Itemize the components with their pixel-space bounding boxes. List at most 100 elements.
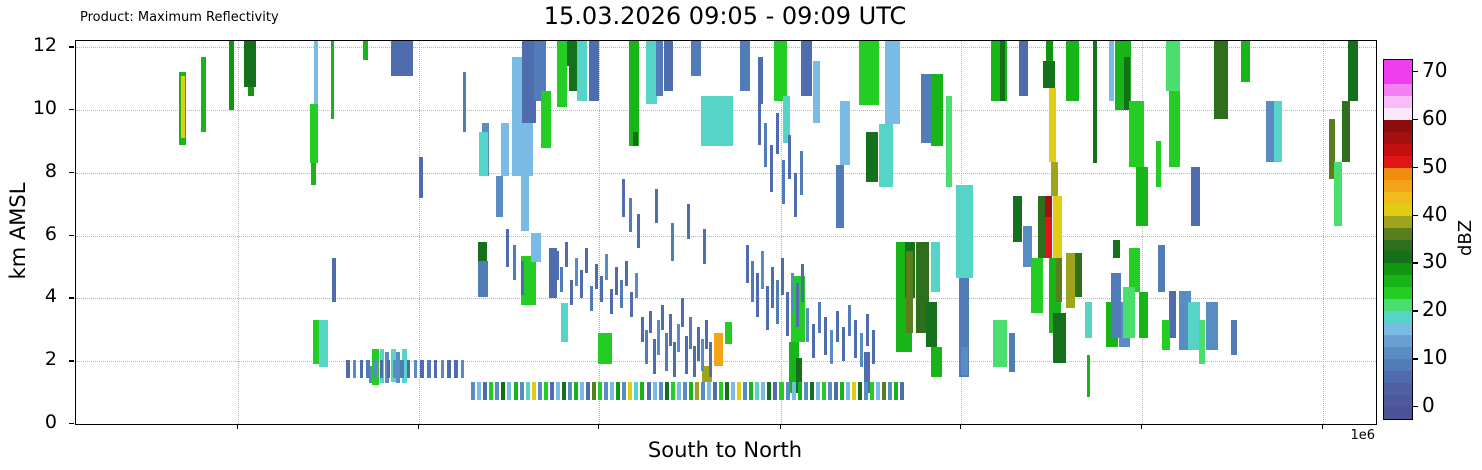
reflectivity-bar — [513, 381, 518, 400]
reflectivity-bar — [594, 263, 598, 289]
reflectivity-bar — [1075, 252, 1082, 297]
colorbar-band — [1384, 334, 1412, 348]
reflectivity-bar — [622, 179, 625, 217]
reflectivity-bar — [661, 304, 664, 330]
reflectivity-bar — [860, 332, 863, 368]
colorbar-band — [1384, 322, 1412, 336]
reflectivity-bar — [580, 270, 583, 299]
y-gridline — [76, 47, 1376, 49]
reflectivity-bar — [1085, 301, 1092, 338]
reflectivity-bar — [863, 351, 871, 393]
colorbar-band — [1384, 190, 1412, 204]
reflectivity-bar — [1214, 41, 1228, 120]
reflectivity-bar — [634, 381, 639, 400]
reflectivity-bar — [780, 257, 784, 296]
reflectivity-bar — [352, 359, 357, 379]
colorbar-band — [1384, 106, 1412, 120]
reflectivity-bar — [805, 307, 809, 343]
reflectivity-bar — [750, 260, 754, 302]
reflectivity-bar — [757, 103, 761, 145]
reflectivity-bar — [769, 144, 773, 192]
reflectivity-bar — [830, 329, 833, 365]
reflectivity-bar — [1009, 332, 1015, 373]
reflectivity-bar — [519, 381, 524, 400]
reflectivity-bar — [561, 381, 566, 400]
reflectivity-bar — [1046, 41, 1053, 76]
reflectivity-bar — [652, 339, 656, 374]
y-gridline — [76, 172, 1376, 174]
reflectivity-bar — [926, 301, 937, 348]
reflectivity-bar — [420, 359, 424, 379]
reflectivity-bar — [852, 381, 857, 400]
reflectivity-bar — [1043, 61, 1056, 89]
reflectivity-bar — [801, 263, 804, 302]
reflectivity-bar — [894, 381, 899, 400]
reflectivity-bar — [1108, 41, 1115, 101]
reflectivity-bar — [812, 323, 816, 359]
reflectivity-bar — [725, 381, 730, 400]
reflectivity-bar — [1049, 88, 1057, 162]
colorbar-tick-label: 50 — [1422, 153, 1448, 178]
reflectivity-bar — [570, 279, 573, 305]
colorbar-band — [1384, 238, 1412, 252]
reflectivity-bar — [604, 254, 608, 280]
reflectivity-bar — [761, 381, 766, 400]
reflectivity-bar — [797, 381, 802, 400]
reflectivity-bar — [598, 381, 603, 400]
x-axis-label: South to North — [647, 438, 803, 462]
colorbar-tick-label: 40 — [1422, 201, 1448, 226]
reflectivity-bar — [531, 232, 541, 263]
colorbar-band — [1384, 226, 1412, 240]
reflectivity-bar — [757, 56, 763, 104]
colorbar-tick — [1413, 262, 1418, 264]
y-gridline — [76, 298, 1376, 300]
reflectivity-bar — [687, 204, 690, 239]
reflectivity-bar — [1065, 252, 1075, 308]
colorbar-band — [1384, 405, 1412, 419]
y-gridline — [76, 361, 1376, 363]
reflectivity-bar — [737, 381, 742, 400]
reflectivity-bar — [1136, 166, 1149, 227]
reflectivity-bar — [620, 279, 624, 308]
reflectivity-bar — [690, 41, 701, 76]
reflectivity-bar — [888, 381, 893, 400]
colorbar-band — [1384, 60, 1412, 72]
reflectivity-bar — [671, 223, 674, 261]
reflectivity-bar — [525, 381, 530, 400]
reflectivity-bar — [803, 381, 808, 400]
y-tick — [69, 360, 74, 362]
colorbar-label: dBZ — [1455, 219, 1476, 257]
reflectivity-bar — [682, 381, 687, 400]
reflectivity-bar — [749, 381, 754, 400]
x-gridline — [1322, 41, 1324, 424]
reflectivity-bar — [725, 321, 732, 344]
colorbar-band — [1384, 142, 1412, 156]
reflectivity-bar — [956, 185, 974, 279]
reflectivity-bar — [640, 381, 645, 400]
reflectivity-bar — [713, 332, 723, 366]
reflectivity-bar — [1045, 196, 1053, 217]
reflectivity-bar — [610, 381, 615, 400]
reflectivity-bar — [809, 381, 814, 400]
reflectivity-bar — [945, 95, 953, 187]
reflectivity-bar — [1334, 161, 1342, 227]
y-tick — [69, 46, 74, 48]
y-tick-label: 10 — [32, 97, 57, 120]
reflectivity-bar — [567, 381, 572, 400]
reflectivity-bar — [628, 381, 633, 400]
reflectivity-bar — [501, 122, 510, 176]
reflectivity-bar — [1205, 301, 1218, 351]
y-tick-label: 8 — [44, 159, 57, 182]
reflectivity-bar — [858, 41, 880, 106]
reflectivity-bar — [559, 267, 563, 293]
reflectivity-bar — [359, 359, 364, 379]
reflectivity-bar — [243, 41, 256, 87]
reflectivity-bar — [477, 381, 482, 400]
reflectivity-bar — [1129, 248, 1140, 293]
reflectivity-bar — [313, 320, 320, 365]
colorbar-tick — [1413, 118, 1418, 121]
reflectivity-bar — [801, 41, 812, 96]
reflectivity-bar — [379, 359, 384, 379]
reflectivity-bar — [821, 381, 826, 400]
reflectivity-bar — [560, 303, 569, 343]
